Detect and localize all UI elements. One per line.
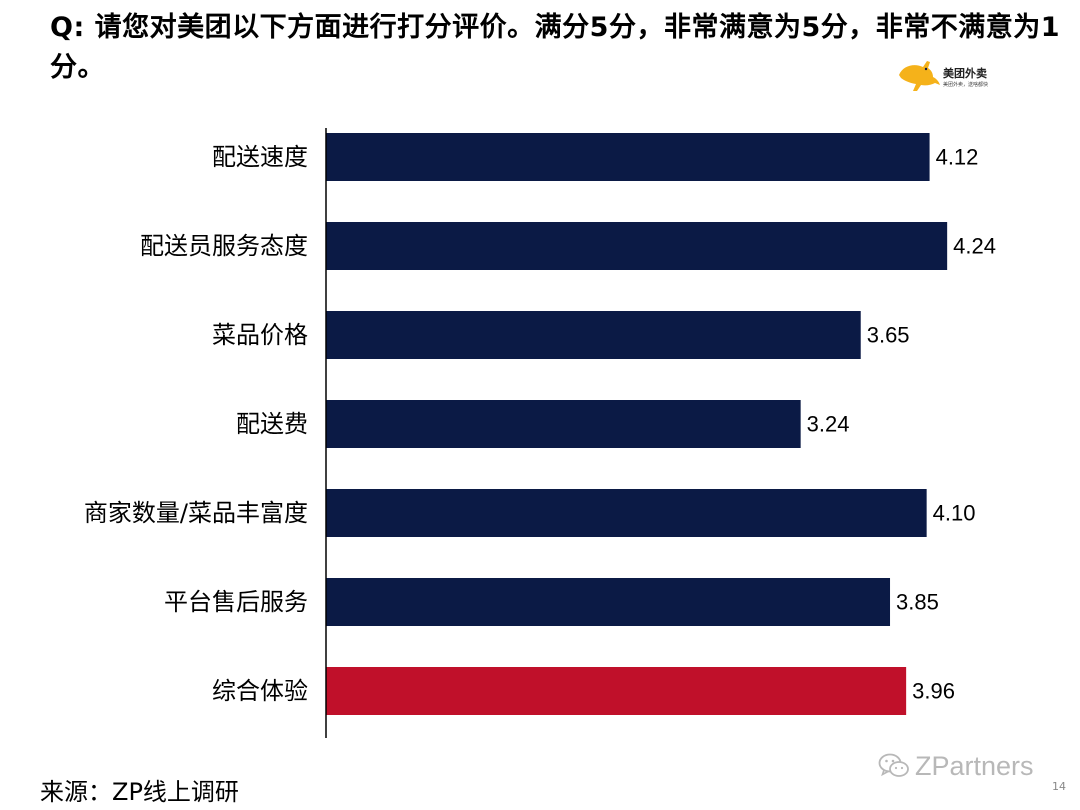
bar bbox=[326, 311, 861, 359]
wechat-icon bbox=[878, 753, 909, 777]
zpartners-watermark: ZPartners bbox=[878, 748, 1034, 784]
category-label: 菜品价格 bbox=[212, 321, 308, 349]
logo-slogan: 美团外卖，送啥都快 bbox=[943, 82, 989, 88]
bar bbox=[326, 667, 907, 715]
category-label: 商家数量/菜品丰富度 bbox=[84, 499, 308, 527]
data-label: 3.96 bbox=[912, 679, 955, 704]
logo-name: 美团外卖 bbox=[943, 67, 987, 80]
data-label: 3.65 bbox=[867, 323, 910, 348]
kangaroo-icon bbox=[899, 61, 940, 91]
data-label: 3.24 bbox=[807, 412, 850, 437]
category-label: 配送员服务态度 bbox=[140, 232, 308, 260]
data-label: 3.85 bbox=[896, 590, 939, 615]
question-text: 请您对美团以下方面进行打分评价。满分5分，非常满意为5分，非常不满意为1分。 bbox=[50, 12, 1061, 83]
data-label: 4.12 bbox=[936, 145, 979, 170]
bar bbox=[326, 222, 948, 270]
category-label: 配送速度 bbox=[212, 143, 308, 171]
bar bbox=[326, 578, 891, 626]
meituan-logo: 美团外卖 美团外卖，送啥都快 bbox=[893, 55, 1005, 95]
satisfaction-bar-chart: 配送速度 4.12 配送员服务态度 4.24 菜品价格 3.65 配送费 3.24 商家数量/菜… bbox=[84, 128, 996, 738]
category-label: 配送费 bbox=[236, 410, 308, 438]
question-title: Q: 请您对美团以下方面进行打分评价。满分5分，非常满意为5分，非常不满意为1分… bbox=[50, 8, 1060, 88]
data-label: 4.10 bbox=[933, 501, 976, 526]
category-label: 综合体验 bbox=[212, 677, 308, 705]
question-prefix: Q: bbox=[50, 12, 85, 43]
data-label: 4.24 bbox=[953, 234, 996, 259]
bar bbox=[326, 400, 801, 448]
page-number: 14 bbox=[1052, 780, 1066, 793]
source-note: 来源：ZP线上调研 bbox=[40, 778, 239, 806]
bar bbox=[326, 133, 930, 181]
bar bbox=[326, 489, 927, 537]
category-label: 平台售后服务 bbox=[164, 588, 308, 616]
watermark-text: ZPartners bbox=[915, 750, 1034, 781]
